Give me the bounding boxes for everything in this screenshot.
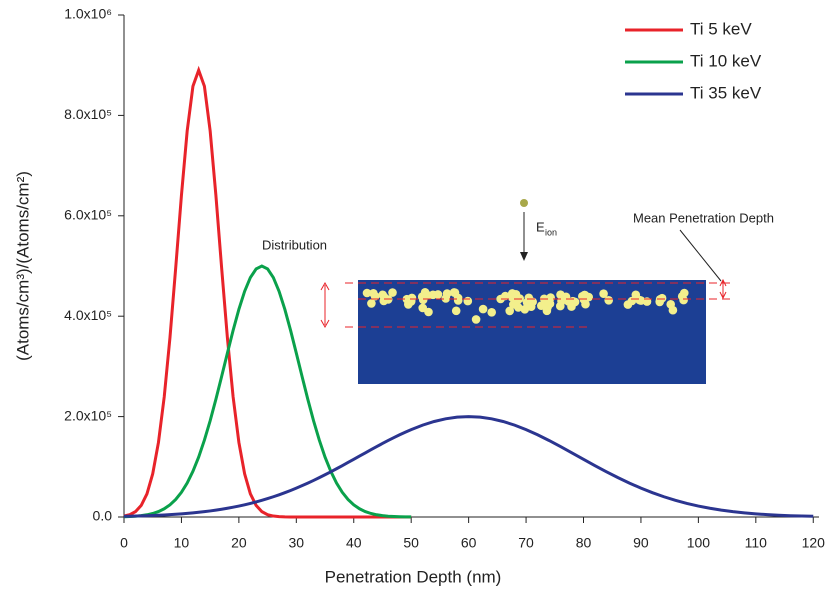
ion-dot bbox=[570, 297, 580, 307]
x-tick-label: 70 bbox=[518, 535, 534, 551]
ion-dot bbox=[556, 301, 565, 311]
y-tick-label: 8.0x10⁵ bbox=[64, 106, 112, 122]
ion-dot bbox=[388, 288, 397, 297]
ion-dot bbox=[367, 299, 376, 308]
ion-dot bbox=[451, 306, 461, 316]
ion-dot bbox=[542, 306, 552, 316]
x-tick-label: 60 bbox=[461, 535, 477, 551]
ion-dot bbox=[362, 288, 372, 298]
ion-dot bbox=[424, 307, 433, 317]
ion-dot bbox=[666, 300, 675, 309]
energy-label: E bbox=[536, 219, 545, 234]
y-tick-label: 4.0x10⁵ bbox=[64, 307, 112, 323]
x-tick-label: 100 bbox=[687, 535, 711, 551]
ion-dot bbox=[680, 288, 689, 298]
mean-depth-label: Mean Penetration Depth bbox=[633, 210, 774, 225]
incoming-ion bbox=[520, 199, 528, 207]
inset-diagram: Distribution E ion Mean Penetration Dept… bbox=[262, 199, 774, 384]
ion-dot bbox=[604, 296, 613, 305]
y-tick-label: 0.0 bbox=[93, 508, 113, 524]
ion-dot bbox=[379, 296, 389, 306]
energy-subscript: ion bbox=[545, 227, 557, 237]
ion-dot bbox=[537, 301, 546, 311]
series-line bbox=[123, 65, 412, 519]
ion-dot bbox=[599, 289, 608, 299]
x-axis-title: Penetration Depth (nm) bbox=[325, 567, 502, 586]
legend-label: Ti 35 keV bbox=[690, 83, 762, 102]
y-tick-label: 6.0x10⁵ bbox=[64, 207, 112, 223]
ion-dot bbox=[471, 315, 481, 324]
ion-dot bbox=[505, 306, 514, 316]
x-tick-label: 0 bbox=[120, 535, 128, 551]
ion-dot bbox=[496, 294, 505, 304]
x-tick-label: 10 bbox=[174, 535, 190, 551]
ion-dot bbox=[478, 304, 488, 314]
x-tick-label: 90 bbox=[633, 535, 649, 551]
x-tick-label: 120 bbox=[802, 535, 826, 551]
ion-dot bbox=[463, 296, 473, 306]
implanted-ions bbox=[362, 288, 689, 324]
ion-dot bbox=[487, 308, 497, 317]
ion-dot bbox=[679, 295, 688, 305]
mean-depth-leader bbox=[679, 229, 722, 282]
ion-dot bbox=[417, 292, 427, 302]
ion-dot bbox=[514, 303, 523, 312]
legend-label: Ti 5 keV bbox=[690, 19, 752, 38]
y-tick-label: 1.0x10⁶ bbox=[64, 6, 112, 22]
ion-dot bbox=[369, 289, 378, 298]
ion-arrowhead bbox=[520, 252, 528, 261]
x-tick-label: 30 bbox=[289, 535, 305, 551]
distribution-label: Distribution bbox=[262, 237, 327, 252]
ion-dot bbox=[522, 298, 532, 307]
x-tick-label: 80 bbox=[576, 535, 592, 551]
ion-dot bbox=[453, 296, 463, 305]
series-line bbox=[123, 264, 412, 519]
ion-dot bbox=[546, 293, 555, 302]
ion-dot bbox=[406, 297, 416, 306]
x-tick-label: 40 bbox=[346, 535, 362, 551]
distribution-arrowheads bbox=[320, 281, 330, 329]
ion-dot bbox=[631, 290, 641, 300]
ion-dot bbox=[559, 293, 568, 302]
x-tick-label: 50 bbox=[403, 535, 419, 551]
series-line bbox=[123, 415, 814, 518]
y-axis-title: (Atoms/cm³)/(Atoms/cm²) bbox=[13, 171, 32, 361]
mean-depth-arrowheads bbox=[719, 278, 727, 300]
x-tick-label: 110 bbox=[745, 535, 768, 551]
ion-dot bbox=[581, 299, 590, 309]
x-tick-label: 20 bbox=[231, 535, 247, 551]
ion-dot bbox=[580, 290, 589, 300]
ion-dot bbox=[442, 289, 452, 298]
legend-label: Ti 10 keV bbox=[690, 51, 762, 70]
y-tick-label: 2.0x10⁵ bbox=[64, 407, 112, 423]
